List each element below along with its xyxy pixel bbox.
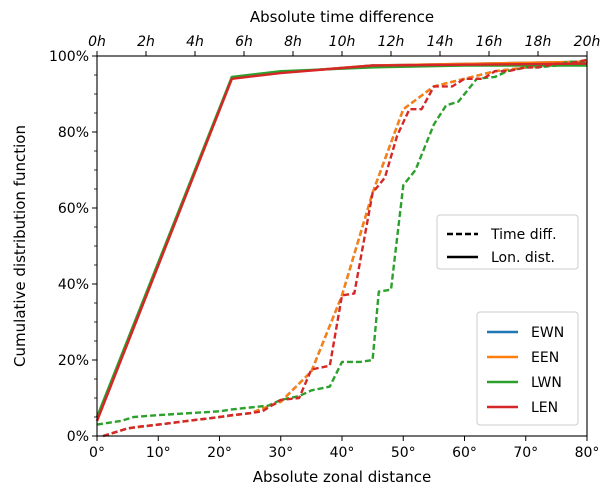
- x-tick-label: 60°: [452, 445, 477, 461]
- legend-len-label: LEN: [531, 400, 558, 416]
- top-axis-label: Absolute time difference: [250, 8, 434, 26]
- x-tick-label: 40°: [330, 445, 355, 461]
- legend-een-label: EEN: [531, 350, 559, 366]
- x-tick-label: 80°: [575, 445, 600, 461]
- top-tick-label: 16h: [476, 34, 503, 50]
- top-tick-label: 18h: [525, 34, 552, 50]
- y-tick-label: 20%: [58, 353, 89, 369]
- series-legend: EWN EEN LWN LEN: [476, 311, 579, 426]
- x-tick-label: 70°: [513, 445, 538, 461]
- series-len-lon-dist-line: [95, 62, 588, 422]
- top-tick-label: 0h: [88, 34, 106, 50]
- y-tick-label: 40%: [58, 277, 89, 293]
- top-tick-label: 2h: [137, 34, 155, 50]
- legend-lon-dist-label: Lon. dist.: [491, 250, 555, 266]
- top-tick-label: 6h: [235, 34, 253, 50]
- style-legend-frame: [436, 214, 579, 270]
- y-tick-label: 100%: [49, 49, 89, 65]
- x-tick-label: 50°: [391, 445, 416, 461]
- x-tick-label: 10°: [146, 445, 171, 461]
- top-tick-label: 14h: [427, 34, 454, 50]
- series-lwn-time-diff-line: [96, 60, 587, 426]
- series-len-time-diff-line: [102, 58, 588, 438]
- top-tick-label: 4h: [186, 34, 204, 50]
- series-layer: [95, 58, 588, 438]
- x-tick-label: 0°: [89, 445, 105, 461]
- top-tick-label: 12h: [378, 34, 405, 50]
- x-axis-label: Absolute zonal distance: [253, 468, 432, 486]
- top-tick-label: 10h: [329, 34, 356, 50]
- x-tick-label: 30°: [268, 445, 293, 461]
- legend-time-diff-label: Time diff.: [490, 227, 557, 243]
- style-legend: Time diff. Lon. dist.: [436, 214, 579, 270]
- axes-layer: 0° 10° 20° 30° 40° 50° 60° 70° 80° 0h 2h 4h 6h 8h 10h 1…: [49, 34, 600, 461]
- y-tick-label: 80%: [58, 125, 89, 141]
- legend-lwn-label: LWN: [531, 375, 562, 391]
- y-tick-label: 0%: [67, 429, 89, 445]
- x-tick-label: 20°: [207, 445, 232, 461]
- series-een-time-diff-line: [102, 60, 588, 438]
- series-legend-frame: [476, 311, 579, 426]
- y-tick-label: 60%: [58, 201, 89, 217]
- y-axis-label: Cumulative distribution function: [11, 125, 29, 367]
- top-tick-label: 8h: [284, 34, 302, 50]
- top-tick-label: 20h: [574, 34, 601, 50]
- legend-ewn-label: EWN: [531, 325, 564, 341]
